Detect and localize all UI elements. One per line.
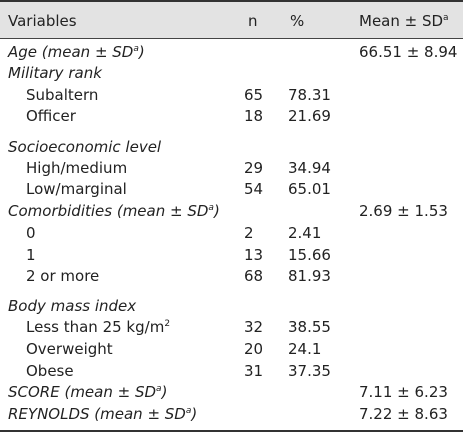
row-percent: 37.35 [288,362,331,380]
row-label-text: Body mass index [8,297,137,315]
row-percent: 38.55 [288,318,331,336]
row-mean-sd: 7.22 ± 8.63 [359,405,448,423]
row-label-text: Overweight [26,340,113,358]
row-n: 32 [244,318,264,336]
row-label-text: Age (mean ± SD [8,43,134,61]
row-label-text: 1 [26,246,36,264]
row-label: 1 [26,246,36,264]
row-label-suffix: ) [213,202,220,220]
row-label-text: 2 or more [26,267,100,285]
row-label-text: Subaltern [26,86,99,104]
row-percent: 24.1 [288,340,322,358]
row-label: Low/marginal [26,180,127,198]
row-label-superscript: 2 [164,319,171,329]
row-percent: 65.01 [288,180,331,198]
row-n: 13 [244,246,264,264]
row-label: 0 [26,224,36,242]
row-label-text: Socioeconomic level [8,138,162,156]
row-percent: 21.69 [288,107,331,125]
row-label: Officer [26,107,76,125]
row-label-suffix: ) [138,43,145,61]
row-percent: 78.31 [288,86,331,104]
header-mean-sd: Mean ± SDa [359,12,449,30]
row-label: Body mass index [8,297,136,315]
row-label: Less than 25 kg/m2 [26,318,170,336]
row-label-text: Less than 25 kg/m [26,318,165,336]
row-label-text: SCORE (mean ± SD [8,383,157,401]
row-label-text: Military rank [8,64,102,82]
row-label-superscript: a [133,44,139,54]
row-n: 2 [244,224,254,242]
header-divider [0,38,463,39]
row-label-suffix: ) [191,405,198,423]
row-n: 29 [244,159,264,177]
row-label: Socioeconomic level [8,138,161,156]
row-label: Subaltern [26,86,98,104]
row-label-text: Officer [26,107,76,125]
row-percent: 34.94 [288,159,331,177]
row-percent: 2.41 [288,224,322,242]
row-label: 2 or more [26,267,99,285]
row-mean-sd: 66.51 ± 8.94 [359,43,458,61]
row-label-superscript: a [156,384,162,394]
header-variables: Variables [8,12,77,30]
row-percent: 81.93 [288,267,331,285]
row-mean-sd: 2.69 ± 1.53 [359,202,448,220]
header-percent: % [290,12,305,30]
row-label: Obese [26,362,74,380]
row-label-suffix: ) [161,383,168,401]
row-label: Overweight [26,340,113,358]
row-label-text: 0 [26,224,36,242]
row-label-text: Comorbidities (mean ± SD [8,202,209,220]
row-label-superscript: a [208,203,214,213]
row-percent: 15.66 [288,246,331,264]
row-n: 31 [244,362,264,380]
row-label: REYNOLDS (mean ± SDa) [8,405,197,423]
row-label: Age (mean ± SDa) [8,43,145,61]
row-label: Comorbidities (mean ± SDa) [8,202,220,220]
row-label: Military rank [8,64,102,82]
row-n: 65 [244,86,264,104]
row-label-superscript: a [185,406,192,416]
row-n: 54 [244,180,264,198]
row-n: 20 [244,340,264,358]
row-label-text: High/medium [26,159,128,177]
row-n: 68 [244,267,264,285]
table-header: Variables n % Mean ± SDa [0,2,463,39]
row-n: 18 [244,107,264,125]
row-label: SCORE (mean ± SDa) [8,383,167,401]
header-n: n [248,12,258,30]
row-label: High/medium [26,159,127,177]
row-label-text: REYNOLDS (mean ± SD [8,405,186,423]
row-mean-sd: 7.11 ± 6.23 [359,383,448,401]
row-label-text: Low/marginal [26,180,127,198]
row-label-text: Obese [26,362,74,380]
